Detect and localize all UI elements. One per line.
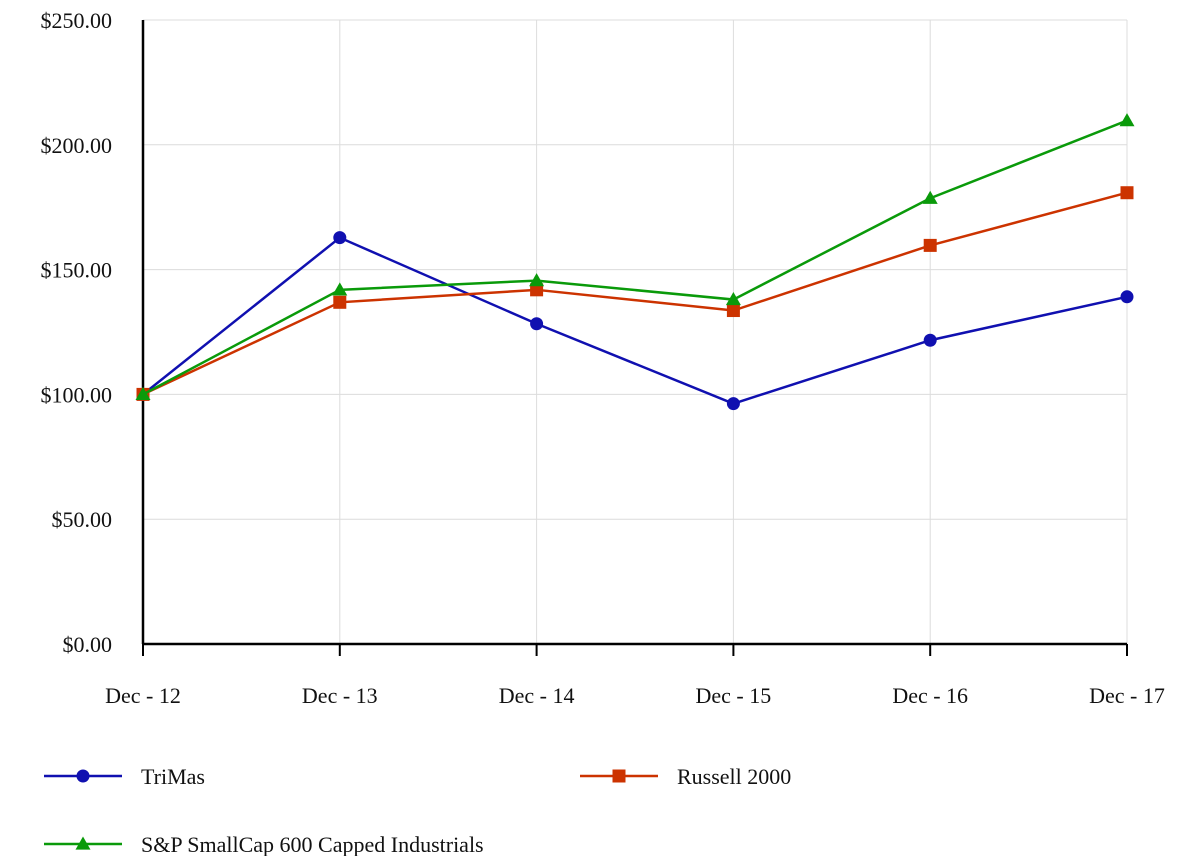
data-point-triangle bbox=[529, 273, 545, 287]
series-line bbox=[142, 236, 1128, 405]
gridlines bbox=[143, 19, 1128, 644]
legend-label: S&P SmallCap 600 Capped Industrials bbox=[141, 832, 484, 856]
x-tick-label: Dec - 13 bbox=[302, 683, 378, 708]
x-tick-label: Dec - 17 bbox=[1089, 683, 1165, 708]
data-point-square bbox=[333, 295, 347, 309]
series-1 bbox=[136, 186, 1134, 401]
y-tick-label: $150.00 bbox=[41, 258, 113, 283]
data-point-triangle bbox=[332, 282, 348, 296]
data-point-square bbox=[726, 304, 740, 318]
data-point-circle bbox=[726, 397, 740, 411]
legend-marker bbox=[76, 769, 90, 783]
x-tick-label: Dec - 12 bbox=[105, 683, 181, 708]
data-point-triangle bbox=[135, 386, 151, 401]
series-line bbox=[142, 119, 1128, 396]
series-0 bbox=[136, 231, 1134, 411]
legend-item: S&P SmallCap 600 Capped Industrials bbox=[44, 832, 484, 856]
axes bbox=[141, 20, 1128, 656]
data-point-circle bbox=[1120, 290, 1134, 304]
y-tick-label: $250.00 bbox=[41, 8, 113, 33]
series-line bbox=[142, 191, 1128, 396]
data-point-triangle bbox=[725, 292, 741, 306]
x-tick-label: Dec - 15 bbox=[696, 683, 772, 708]
data-point-triangle bbox=[922, 190, 938, 204]
data-point-square bbox=[1120, 186, 1134, 200]
legend-item: TriMas bbox=[44, 764, 205, 789]
legend-item: Russell 2000 bbox=[580, 764, 791, 789]
data-point-circle bbox=[923, 333, 937, 347]
legend-marker bbox=[612, 769, 626, 783]
data-point-triangle bbox=[1119, 113, 1135, 127]
data-point-square bbox=[923, 238, 937, 252]
legend-label: TriMas bbox=[141, 764, 205, 789]
series-2 bbox=[135, 113, 1135, 401]
data-point-square bbox=[530, 283, 544, 297]
x-tick-label: Dec - 14 bbox=[499, 683, 575, 708]
y-tick-label: $100.00 bbox=[41, 382, 113, 407]
legend: TriMas Russell 2000 S&P SmallCap 600 Cappe… bbox=[44, 764, 791, 856]
legend-label: Russell 2000 bbox=[677, 764, 791, 789]
x-tick-label: Dec - 16 bbox=[892, 683, 968, 708]
y-tick-label: $50.00 bbox=[52, 507, 113, 532]
data-point-circle bbox=[333, 231, 347, 245]
y-tick-label: $200.00 bbox=[41, 133, 113, 158]
y-tick-label: $0.00 bbox=[63, 632, 113, 657]
tick-labels: $0.00 $50.00 $100.00 $150.00 $200.00 $250.00 D… bbox=[41, 8, 1165, 708]
series-lines bbox=[135, 113, 1135, 411]
data-point-circle bbox=[530, 317, 544, 331]
legend-marker bbox=[75, 836, 91, 850]
